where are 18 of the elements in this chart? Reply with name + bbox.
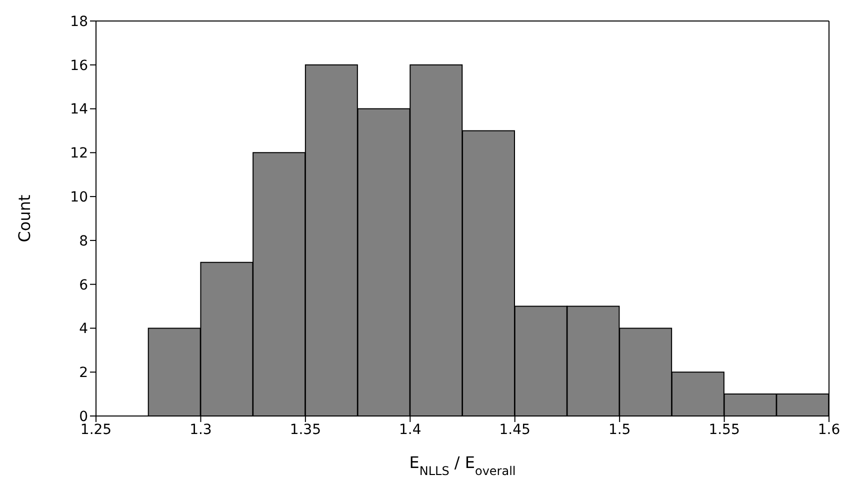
y-tick-label: 4 — [79, 321, 88, 338]
x-tick-label: 1.45 — [499, 422, 530, 438]
x-axis-title: E$_{NLLS}$ / E$_{overall}$ — [409, 453, 516, 478]
y-tick-label: 2 — [79, 365, 88, 382]
y-axis-title: Count — [15, 194, 34, 242]
y-tick-label: 10 — [70, 190, 88, 206]
x-tick-label: 1.35 — [290, 422, 322, 438]
x-tick-label: 1.6 — [818, 422, 840, 438]
y-tick-label: 12 — [70, 146, 88, 162]
y-tick-label: 14 — [70, 102, 88, 118]
x-tick-label: 1.5 — [608, 422, 631, 438]
y-tick-label: 6 — [79, 277, 88, 294]
y-tick-label: 8 — [79, 233, 88, 250]
y-tick-label: 16 — [70, 58, 88, 74]
y-tick-label: 18 — [70, 14, 88, 30]
x-tick-label: 1.55 — [708, 422, 740, 438]
x-tick-label: 1.4 — [399, 422, 422, 438]
x-tick-label: 1.3 — [190, 422, 212, 438]
